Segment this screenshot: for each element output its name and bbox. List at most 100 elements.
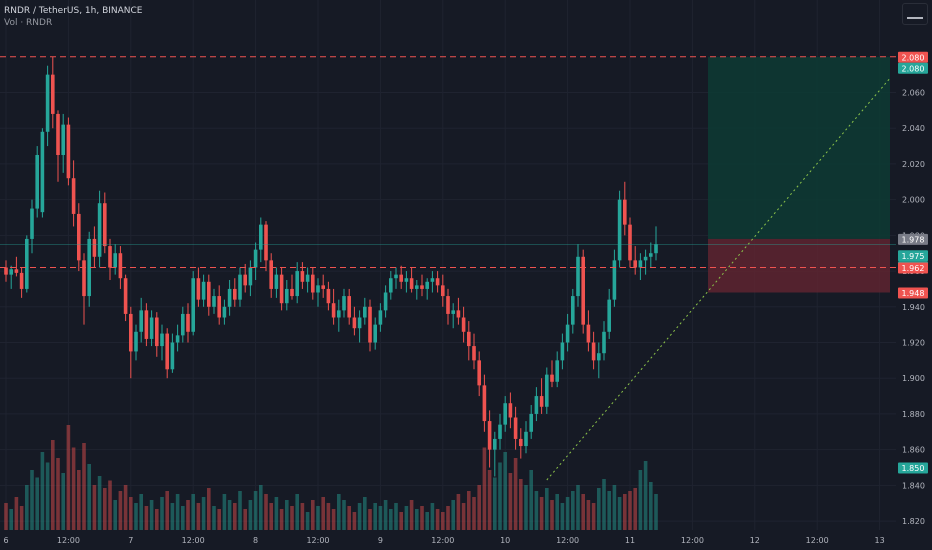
volume-bar	[149, 500, 154, 530]
x-tick-label: 11	[625, 536, 635, 545]
volume-bar	[87, 464, 91, 530]
y-tick-label: 1.820	[902, 517, 925, 526]
volume-bar	[420, 506, 424, 530]
volume-bar	[555, 494, 559, 530]
candle-body	[14, 269, 19, 273]
volume-bar	[352, 512, 357, 530]
volume-bar	[503, 452, 507, 530]
candle-body	[378, 310, 383, 325]
trendline	[546, 77, 891, 481]
volume-bar	[238, 491, 242, 530]
candle-body	[311, 274, 315, 293]
volume-bar	[446, 506, 450, 530]
candle-body	[186, 313, 190, 332]
candle-body	[82, 260, 86, 297]
candle-body	[129, 313, 133, 352]
y-tick-label: 1.840	[902, 481, 925, 490]
candle-body	[259, 224, 263, 250]
candle-body	[25, 238, 29, 289]
candle-body	[581, 256, 585, 325]
candle-body	[383, 292, 388, 311]
candle-body	[56, 113, 60, 155]
candle-body	[123, 278, 128, 314]
volume-bar	[560, 503, 565, 530]
candle-body	[576, 256, 580, 297]
volume-bar	[92, 485, 97, 530]
candle-body	[233, 288, 237, 300]
candle-body	[597, 353, 601, 361]
volume-bar	[628, 491, 632, 530]
candle-body	[628, 224, 632, 261]
candle-body	[238, 274, 242, 300]
volume-bar	[623, 494, 627, 530]
volume-bar	[602, 479, 606, 530]
volume-bar	[82, 443, 86, 530]
volume-bar	[638, 470, 643, 530]
y-tick-label: 2.020	[902, 160, 925, 169]
volume-bar	[217, 509, 221, 530]
candle-body	[441, 285, 445, 297]
horizontal-levels	[0, 56, 896, 268]
x-tick-label: 8	[253, 536, 258, 545]
candle-body	[394, 274, 398, 279]
trendline	[546, 77, 891, 481]
volume-bar	[321, 497, 325, 530]
volume-bar	[191, 494, 195, 530]
candle-body	[389, 278, 393, 293]
volume-bar	[139, 494, 143, 530]
candle-body	[352, 317, 357, 329]
volume-bar	[269, 503, 273, 530]
x-tick-label: 12:00	[182, 536, 205, 545]
volume-bar	[342, 500, 346, 530]
volume-bar	[337, 494, 341, 530]
candle-body	[456, 310, 461, 318]
volume-bar	[633, 488, 637, 530]
volume-bar	[4, 503, 8, 530]
y-tick-label: 1.940	[902, 303, 925, 312]
time-axis-bg	[0, 530, 932, 550]
candle-body	[316, 285, 320, 293]
y-tick-label: 1.920	[902, 339, 925, 348]
candlesticks	[4, 56, 658, 477]
volume-bar	[441, 512, 445, 530]
volume-bar	[586, 500, 591, 530]
volume-bar	[305, 512, 310, 530]
candle-body	[66, 124, 71, 179]
volume-bar	[181, 506, 185, 530]
volume-bar	[97, 476, 102, 530]
price-axis[interactable]: 1.8201.8401.8601.8801.9001.9201.9401.960…	[896, 0, 932, 550]
volume-bar	[435, 509, 440, 530]
price-label: 1.850	[902, 464, 925, 473]
candle-body	[305, 274, 310, 282]
volume-bar	[425, 512, 429, 530]
maximize-icon	[907, 17, 923, 19]
candle-body	[612, 260, 617, 300]
candle-body	[144, 310, 149, 339]
candle-body	[248, 267, 253, 286]
candle-body	[357, 317, 362, 329]
volume-bar	[498, 462, 502, 530]
volume-bar	[487, 470, 492, 530]
volume-bar	[357, 503, 362, 530]
volume-bar	[508, 473, 513, 530]
volume-bar	[66, 425, 71, 530]
candle-body	[617, 199, 622, 261]
candle-body	[633, 260, 637, 268]
volume-bar	[243, 509, 247, 530]
maximize-button[interactable]	[902, 3, 928, 25]
candle-body	[71, 178, 76, 214]
candle-body	[201, 281, 206, 300]
candle-body	[560, 342, 565, 361]
time-axis[interactable]: 6 12:00 7 12:00 8 12:00 9 12:00 10 12:00 11 12:00 12…	[0, 530, 932, 550]
volume-bar	[35, 477, 39, 530]
candle-body	[623, 199, 627, 225]
volume-bar	[103, 488, 107, 530]
candle-body	[264, 224, 268, 261]
candle-body	[207, 281, 211, 307]
volume-bar	[482, 447, 487, 530]
candle-body	[529, 413, 533, 432]
target-zone	[708, 56, 890, 239]
volume-bar	[383, 500, 388, 530]
volume-bar	[279, 509, 284, 530]
